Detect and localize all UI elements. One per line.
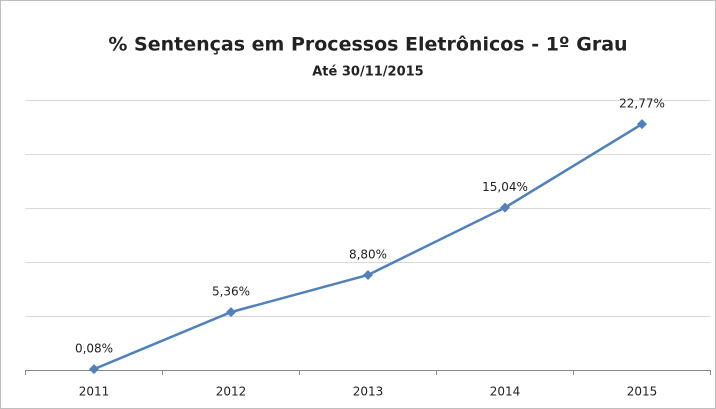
data-label: 5,36%: [212, 285, 250, 299]
x-tick-label: 2013: [353, 385, 384, 399]
chart-title: % Sentenças em Processos Eletrônicos - 1…: [108, 34, 627, 56]
chart-subtitle: Até 30/11/2015: [312, 65, 423, 80]
data-point: [363, 269, 373, 280]
data-label: 15,04%: [482, 180, 528, 194]
x-tick-label: 2014: [490, 385, 521, 399]
x-tick-label: 2012: [216, 385, 247, 399]
x-tick-label: 2015: [627, 385, 658, 399]
data-point: [500, 202, 510, 213]
x-tick-label: 2011: [79, 385, 110, 399]
data-point: [89, 364, 99, 375]
data-label: 22,77%: [619, 97, 665, 111]
data-point: [226, 307, 236, 318]
data-label: 8,80%: [349, 247, 387, 261]
data-label: 0,08%: [75, 342, 113, 356]
data-point: [637, 119, 647, 130]
